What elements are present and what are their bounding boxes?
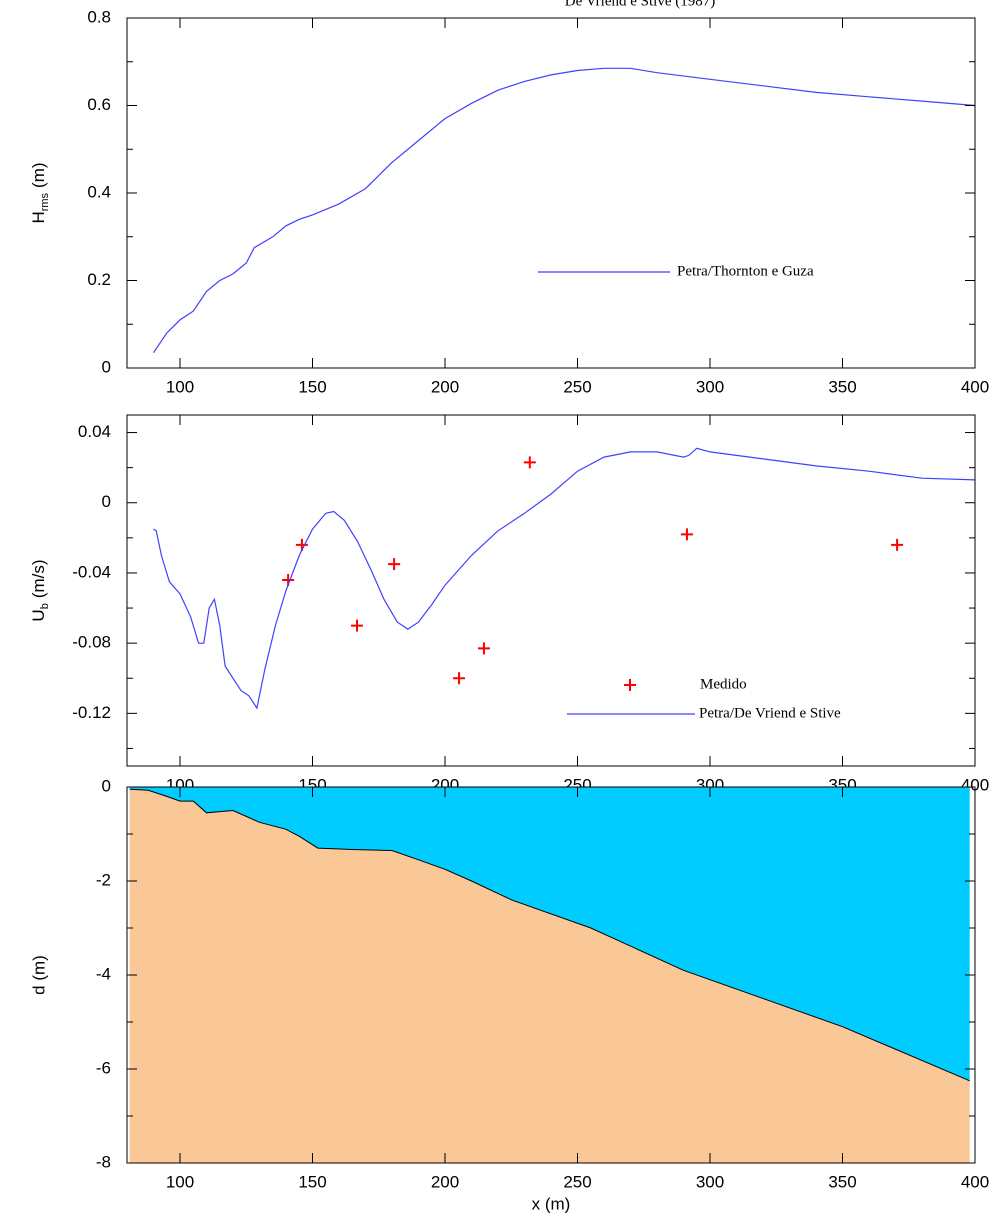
legend-label: Petra/Thornton e Guza bbox=[677, 263, 814, 279]
y-axis-label-sub: b bbox=[39, 603, 51, 609]
data-point bbox=[295, 538, 308, 551]
x-tick-label: 150 bbox=[298, 377, 326, 396]
y-axis-label: Ub (m/s) bbox=[29, 559, 50, 621]
y-tick-label: -0.04 bbox=[72, 562, 111, 581]
data-point bbox=[388, 558, 401, 571]
x-tick-label: 100 bbox=[166, 1172, 194, 1191]
legend-label: Medido bbox=[700, 676, 747, 692]
y-tick-label: 0.4 bbox=[87, 182, 111, 201]
y-tick-label: -4 bbox=[96, 964, 111, 983]
y-axis-label-unit: (m/s) bbox=[29, 559, 48, 598]
plot-frame bbox=[126, 17, 976, 369]
plot-frame bbox=[126, 414, 976, 767]
y-tick-label: 0.6 bbox=[87, 95, 111, 114]
y-axis-label: Hrms (m) bbox=[29, 162, 50, 223]
data-point bbox=[680, 528, 693, 541]
x-tick-label: 350 bbox=[828, 377, 856, 396]
water-area bbox=[129, 787, 970, 1081]
x-tick-label: 400 bbox=[961, 1172, 989, 1191]
data-point bbox=[891, 538, 904, 551]
y-axis-label-unit: (m) bbox=[29, 162, 48, 187]
y-tick-label: -6 bbox=[96, 1058, 111, 1077]
x-tick-label: 350 bbox=[828, 1172, 856, 1191]
x-axis-label: x (m) bbox=[532, 1194, 571, 1213]
y-axis-label-main: H bbox=[29, 211, 48, 223]
chart-title: De Vriend e Stive (1987) bbox=[565, 0, 715, 9]
x-tick-label: 250 bbox=[563, 377, 591, 396]
x-tick-label: 100 bbox=[166, 377, 194, 396]
data-point bbox=[351, 619, 364, 632]
x-tick-label: 300 bbox=[696, 1172, 724, 1191]
y-tick-label: -0.12 bbox=[72, 703, 111, 722]
legend-marker bbox=[624, 679, 636, 691]
x-tick-label: 250 bbox=[563, 1172, 591, 1191]
data-point bbox=[523, 456, 536, 469]
y-axis-label-main: U bbox=[29, 609, 48, 621]
data-point bbox=[453, 672, 466, 685]
x-tick-label: 200 bbox=[431, 1172, 459, 1191]
x-tick-label: 150 bbox=[298, 1172, 326, 1191]
y-axis-label: d (m) bbox=[29, 955, 48, 995]
y-tick-label: 0.04 bbox=[78, 422, 111, 441]
y-tick-label: -2 bbox=[96, 870, 111, 889]
data-line bbox=[153, 67, 976, 354]
x-tick-label: 200 bbox=[431, 377, 459, 396]
y-tick-label: 0.2 bbox=[87, 270, 111, 289]
x-tick-label: 300 bbox=[696, 377, 724, 396]
y-tick-label: 0.8 bbox=[87, 7, 111, 26]
x-tick-label: 400 bbox=[961, 377, 989, 396]
y-tick-label: -8 bbox=[96, 1152, 111, 1171]
y-tick-label: 0 bbox=[102, 776, 111, 795]
bed-line bbox=[129, 788, 970, 1082]
y-tick-label: 0 bbox=[102, 357, 111, 376]
data-line bbox=[153, 447, 976, 710]
y-tick-label: 0 bbox=[102, 492, 111, 511]
legend-label: Petra/De Vriend e Stive bbox=[699, 705, 841, 721]
data-point bbox=[477, 642, 490, 655]
y-axis-label-sub: rms bbox=[39, 192, 51, 211]
bed-area bbox=[129, 789, 970, 1163]
y-tick-label: -0.08 bbox=[72, 633, 111, 652]
